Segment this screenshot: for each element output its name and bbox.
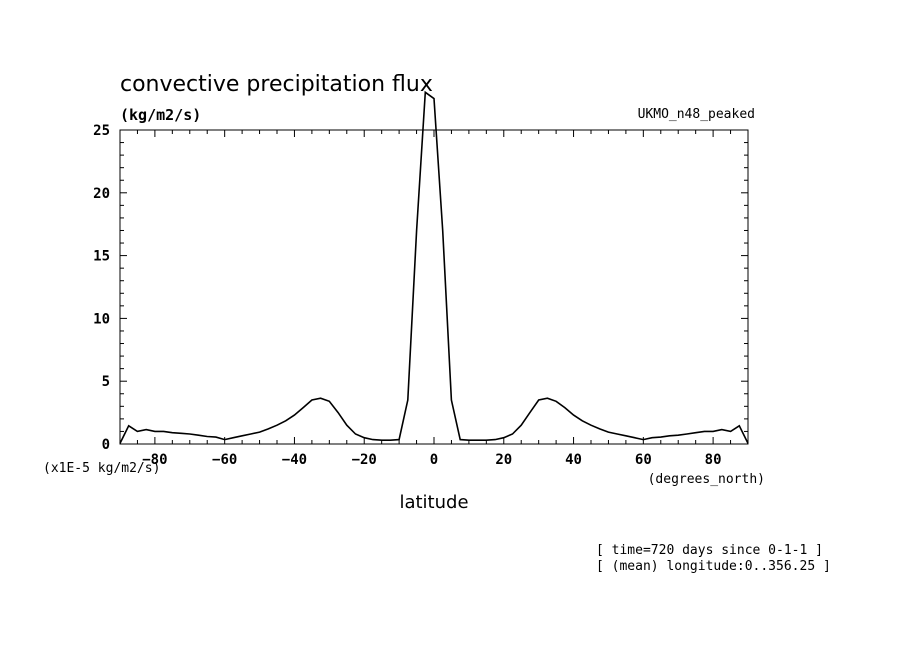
series-line [119, 90, 749, 444]
y-tick-labels: 0 5 10 15 20 25 [93, 123, 110, 453]
y-tick-label: 10 [93, 311, 110, 327]
chart-title: convective precipitation flux [120, 72, 433, 97]
y-axis-ticks [120, 129, 748, 445]
x-axis-label: latitude [399, 492, 468, 513]
x-units-label: (degrees_north) [648, 472, 765, 487]
x-tick-label: 40 [565, 452, 582, 468]
y-tick-label: 25 [93, 123, 110, 139]
y-tick-label: 15 [93, 249, 110, 265]
x-tick-label: −80 [142, 452, 167, 468]
y-tick-label: 5 [102, 374, 110, 390]
x-tick-label: −40 [282, 452, 307, 468]
x-tick-labels: −80 −60 −40 −20 0 20 40 60 80 [142, 452, 721, 468]
model-label: UKMO_n48_peaked [638, 107, 755, 122]
plot-frame [119, 129, 749, 445]
scale-label: (x1E-5 kg/m2/s) [43, 461, 160, 476]
note-longitude: [ (mean) longitude:0..356.25 ] [596, 559, 831, 574]
x-tick-label: −20 [352, 452, 377, 468]
y-tick-label: 0 [102, 437, 110, 453]
x-tick-label: 20 [495, 452, 512, 468]
x-tick-label: 80 [705, 452, 722, 468]
x-tick-label: 60 [635, 452, 652, 468]
x-axis-ticks [119, 130, 749, 444]
note-time: [ time=720 days since 0-1-1 ] [596, 543, 823, 558]
x-tick-label: 0 [430, 452, 438, 468]
units-label: (kg/m2/s) [120, 106, 201, 124]
y-tick-label: 20 [93, 186, 110, 202]
x-tick-label: −60 [212, 452, 237, 468]
